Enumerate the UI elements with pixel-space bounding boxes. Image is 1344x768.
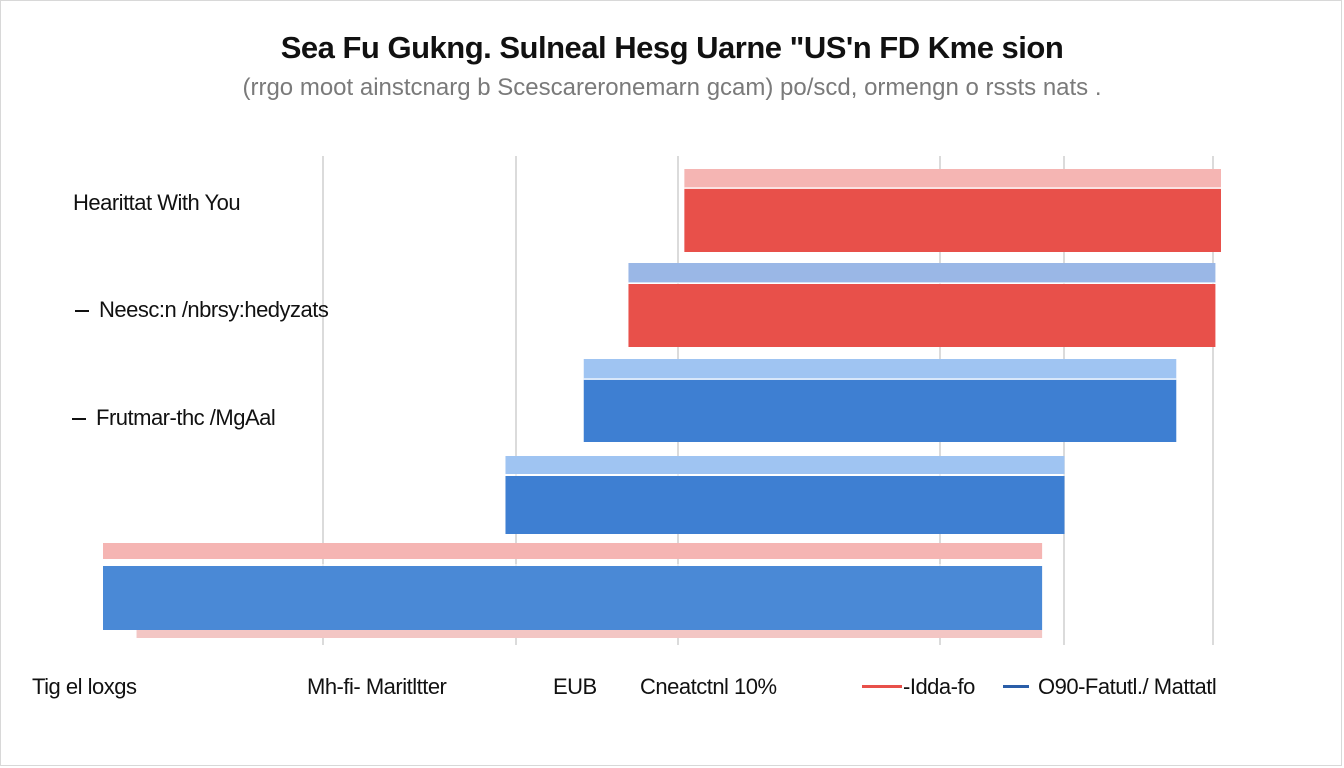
chart-subtitle: (rrgo moot ainstcnarg b Scescareronemarn… — [242, 74, 1102, 101]
bar-separator-5 — [103, 564, 1043, 566]
legend-swatch-blue — [1003, 685, 1029, 688]
bar-shadow — [136, 630, 1043, 638]
bar-5 — [103, 566, 1043, 630]
legend-item-5: -Idda-fo — [903, 674, 975, 699]
bar-highlight-4 — [505, 456, 1065, 474]
legend-item-4: Cneatctnl 10% — [640, 674, 777, 699]
chart-title: Sea Fu Gukng. Sulneal Hesg Uarne "US'n F… — [280, 30, 1064, 65]
bar-1 — [684, 189, 1221, 252]
bar-highlight-2 — [628, 263, 1216, 283]
bullet-dash — [75, 310, 89, 313]
bar-highlight-1 — [684, 169, 1221, 189]
category-label-1: Hearittat With You — [73, 190, 241, 215]
bar-separator-1 — [684, 187, 1221, 189]
bar-separator-4 — [505, 474, 1065, 476]
bullet-dash — [72, 418, 86, 421]
bar-separator-3 — [583, 378, 1177, 380]
bar-2 — [628, 284, 1216, 347]
legend-item-1: Tig el loxgs — [32, 674, 137, 699]
category-label-2: Neesc:n /nbrsy:hedyzats — [75, 297, 329, 323]
bar-4 — [505, 476, 1065, 534]
legend-item-3: EUB — [553, 674, 597, 699]
legend-swatch-red — [862, 685, 902, 688]
legend-item-6: O90-Fatutl./ Mattatl — [1038, 674, 1217, 699]
category-label-3: Frutmar-thc /MgAal — [72, 405, 276, 431]
legend-item-2: Mh-fi- Maritltter — [307, 674, 447, 699]
bar-highlight-3 — [583, 359, 1177, 380]
bar-separator-2 — [628, 282, 1216, 284]
bar-highlight-5 — [103, 543, 1043, 559]
bar-3 — [583, 380, 1177, 442]
